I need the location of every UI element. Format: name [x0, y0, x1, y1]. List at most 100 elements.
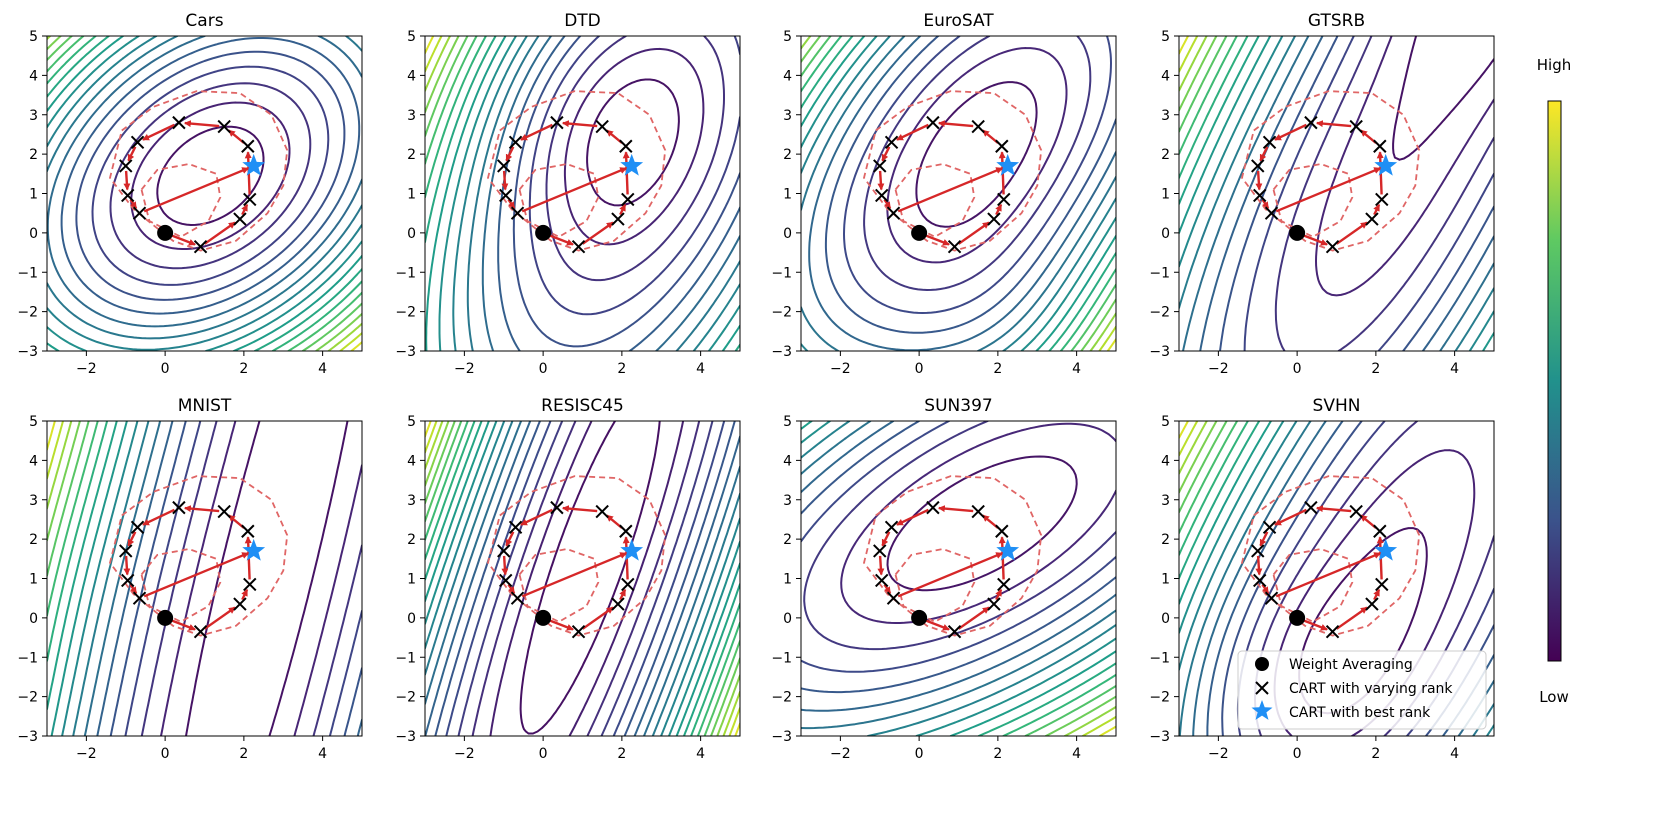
x-tick-label: 4: [696, 361, 705, 377]
y-tick-label: 3: [407, 493, 416, 509]
contour-level: [425, 421, 740, 736]
subplot-title: EuroSAT: [923, 11, 994, 31]
path-arrow: [142, 123, 175, 141]
subplot-mnist: −2 0 2 4 −3 −2 −1 0 1 2 3 4 5 MNIST: [17, 396, 363, 762]
x-tick-label: 0: [1293, 746, 1302, 762]
subplot-title: SUN397: [924, 396, 992, 416]
path-arrow: [241, 203, 249, 216]
y-tick-label: 4: [29, 68, 38, 84]
contour-level: [1243, 36, 1494, 351]
y-tick-label: 3: [29, 108, 38, 124]
contour-level: [1179, 421, 1199, 457]
y-tick-label: 2: [29, 532, 38, 548]
path-arrow: [1301, 618, 1328, 631]
contour-level: [185, 421, 349, 736]
dashed-region-inner: [140, 163, 222, 238]
contour-level: [425, 421, 740, 736]
x-tick-label: 4: [318, 361, 327, 377]
path-arrow: [582, 606, 614, 630]
contour-level: [47, 36, 362, 351]
cart-varying-rank-marker: [243, 577, 257, 592]
contour-level: [1199, 36, 1494, 351]
path-arrow: [881, 531, 891, 547]
y-tick-label: 2: [29, 147, 38, 163]
weight-averaging-marker: [535, 609, 552, 626]
cart-varying-rank-marker: [987, 212, 1001, 226]
contour-level: [425, 421, 740, 736]
path-arrow: [1274, 123, 1307, 141]
dashed-region-inner: [894, 163, 976, 238]
x-tick-label: 0: [161, 361, 170, 377]
path-arrow: [1373, 588, 1381, 601]
cart-best-rank-marker: [996, 538, 1020, 561]
legend-box: [1237, 650, 1487, 730]
contour-lines: [801, 421, 1116, 736]
x-tick-label: −2: [76, 746, 97, 762]
contour-level: [47, 36, 362, 328]
contour-level: [425, 421, 740, 736]
path-arrow: [1274, 508, 1307, 526]
cart-varying-rank-marker: [884, 135, 899, 150]
cart-varying-rank-marker: [550, 115, 564, 130]
contour-level: [425, 36, 443, 73]
y-tick-label: −3: [17, 729, 38, 745]
cart-varying-rank-marker: [1349, 119, 1363, 134]
contour-level: [801, 36, 1116, 351]
cart-varying-rank-marker: [595, 504, 609, 519]
cart-varying-rank-marker: [997, 192, 1011, 207]
cart-varying-rank-marker: [873, 159, 887, 173]
contour-level: [1206, 421, 1494, 736]
contour-level: [1315, 36, 1494, 297]
path-arrow: [937, 120, 974, 128]
dashed-region-inner: [1272, 163, 1354, 238]
weight-averaging-marker: [911, 224, 928, 241]
cart-varying-rank-marker: [217, 504, 231, 519]
contour-level: [1179, 36, 1189, 55]
y-tick-label: 0: [29, 226, 38, 242]
axes-frame: [800, 35, 1117, 352]
cart-best-rank-marker: [620, 153, 644, 176]
cart-varying-rank-marker: [132, 591, 147, 605]
y-tick-label: 3: [29, 493, 38, 509]
path-arrow: [521, 552, 628, 598]
y-tick-label: −2: [395, 690, 416, 706]
contour-level: [801, 421, 1116, 673]
cart-varying-rank-marker: [508, 135, 523, 150]
cart-varying-rank-marker: [241, 139, 255, 153]
subplot-eurosat: −2 0 2 4 −3 −2 −1 0 1 2 3 4 5 EuroSAT: [771, 11, 1117, 377]
path-arrow: [619, 203, 627, 216]
y-tick-label: 2: [407, 532, 416, 548]
path-arrow: [1301, 233, 1328, 246]
cart-varying-rank-marker: [571, 239, 586, 254]
y-tick-label: 5: [407, 414, 416, 430]
cart-varying-rank-marker: [1262, 135, 1277, 150]
y-tick-label: −3: [771, 729, 792, 745]
cart-varying-rank-marker: [497, 544, 511, 558]
contour-level: [1179, 421, 1261, 580]
contour-level: [425, 36, 460, 114]
cart-varying-rank-marker: [926, 115, 940, 130]
contour-level: [801, 421, 1116, 736]
cart-varying-rank-marker: [1262, 520, 1277, 535]
cart-varying-rank-marker: [193, 624, 208, 639]
path-arrow: [877, 555, 885, 576]
colorbar-gradient: [1547, 100, 1562, 662]
dashed-region-outer: [863, 475, 1043, 637]
cart-varying-rank-marker: [121, 573, 135, 588]
colorbar-high-label: High: [1537, 56, 1571, 74]
cart-varying-rank-marker: [1375, 577, 1389, 592]
legend-cart-best-symbol: [1251, 700, 1273, 720]
cart-varying-rank-marker: [130, 520, 145, 535]
weight-averaging-marker: [535, 224, 552, 241]
x-tick-label: 2: [239, 746, 248, 762]
legend-weight-averaging-symbol: [1255, 657, 1269, 671]
contour-level: [563, 47, 705, 246]
cart-varying-rank-marker: [1365, 597, 1379, 611]
y-tick-label: 1: [783, 572, 792, 588]
contour-level: [1179, 421, 1494, 736]
contour-level: [1098, 725, 1116, 736]
contour-level: [1044, 695, 1116, 736]
dashed-region-outer: [109, 90, 289, 252]
contour-level: [1098, 325, 1116, 351]
y-tick-label: −3: [395, 344, 416, 360]
